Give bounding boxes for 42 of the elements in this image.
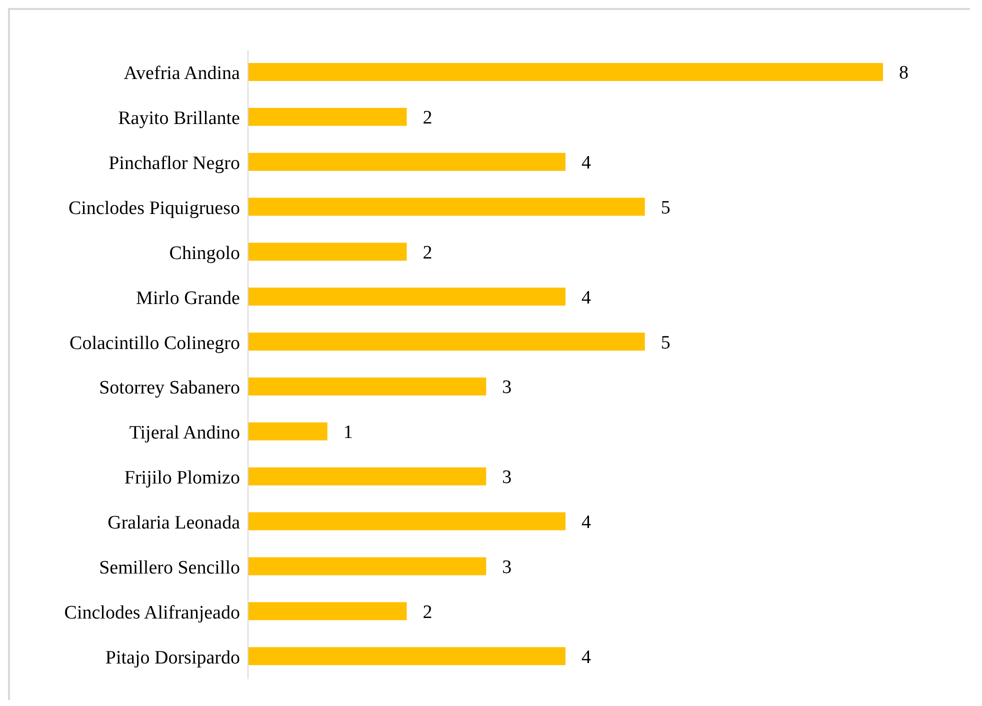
data-label: 2 [422, 108, 432, 129]
data-label: 4 [582, 287, 592, 308]
bar [248, 602, 407, 620]
data-label: 2 [422, 602, 432, 623]
data-label: 8 [899, 62, 908, 84]
bar [248, 152, 566, 171]
bar [248, 467, 486, 486]
bar [248, 378, 486, 396]
y-tick-label: Mirlo Grande [136, 288, 240, 309]
data-label: 4 [582, 152, 592, 174]
data-label: 4 [582, 512, 592, 534]
y-tick-label: Chingolo [169, 242, 240, 264]
y-tick-label: Cinclodes Piquigrueso [68, 198, 240, 219]
y-tick-label: Pinchaflor Negro [108, 153, 240, 174]
y-tick-label: Gralaria Leonada [108, 512, 241, 534]
bar [248, 63, 883, 81]
data-label: 2 [422, 242, 432, 264]
y-tick-label: Rayito Brillante [118, 108, 240, 130]
y-tick-label: Semillero Sencillo [99, 557, 240, 578]
data-label: 3 [502, 377, 512, 398]
bar [248, 108, 407, 126]
data-label: 4 [582, 646, 592, 668]
data-label: 3 [502, 556, 512, 578]
bar [248, 332, 645, 351]
bar [248, 288, 566, 306]
bar [248, 198, 645, 216]
y-tick-label: Sotorrey Sabanero [99, 378, 240, 399]
y-tick-label: Frijilo Plomizo [124, 468, 240, 489]
data-label: 3 [502, 467, 512, 488]
bar [248, 512, 566, 530]
y-tick-label: Colacintillo Colinegro [70, 332, 240, 354]
y-tick-label: Pitajo Dorsipardo [105, 647, 240, 668]
bar [248, 557, 486, 576]
y-tick-label: Cinclodes Alifranjeado [64, 602, 240, 624]
bar [248, 422, 328, 440]
y-tick-label: Tijeral Andino [129, 422, 240, 444]
data-label: 5 [660, 198, 670, 219]
y-tick-label: Avefria Andina [124, 63, 241, 84]
data-label: 1 [343, 422, 353, 444]
bar [248, 647, 566, 666]
data-label: 5 [660, 332, 670, 354]
bar [248, 242, 407, 261]
